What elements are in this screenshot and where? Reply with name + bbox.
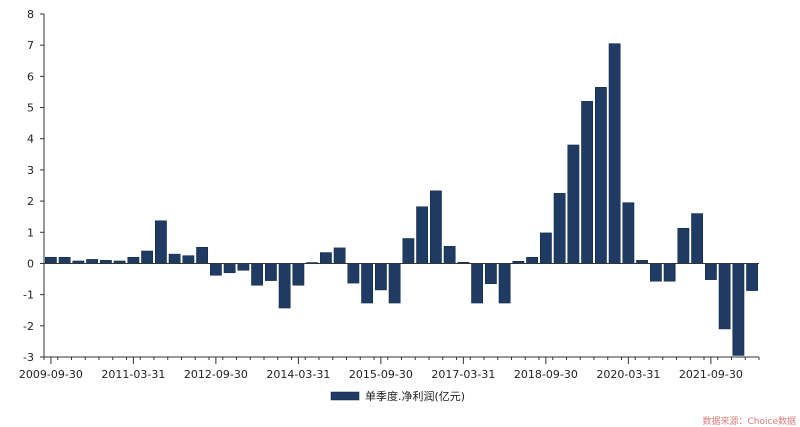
- x-tick-label: 2014-03-31: [266, 368, 330, 381]
- legend-swatch: [330, 391, 360, 401]
- bar-2015-03-31: [347, 263, 360, 284]
- bar-2011-06-30: [141, 250, 154, 264]
- legend-label: 单季度.净利润(亿元): [365, 389, 465, 403]
- bar-2022-03-31: [732, 263, 745, 356]
- bar-2011-09-30: [154, 220, 167, 264]
- bar-2021-06-30: [691, 213, 704, 264]
- bar-2013-03-31: [237, 263, 250, 271]
- x-tick-label: 2009-09-30: [19, 368, 83, 381]
- x-tick-label: 2017-03-31: [431, 368, 495, 381]
- bar-2011-03-31: [127, 256, 140, 264]
- y-tick-label: 3: [27, 164, 34, 177]
- source-label: 数据来源：Choice数据: [703, 415, 796, 427]
- bar-2012-09-30: [209, 263, 222, 276]
- y-tick-label: 0: [27, 257, 34, 270]
- x-tick-label: 2021-09-30: [679, 368, 743, 381]
- y-tick-label: 7: [27, 39, 34, 52]
- y-tick-label: -1: [23, 289, 34, 302]
- x-tick-label: 2018-09-30: [514, 368, 578, 381]
- bar-2017-09-30: [484, 263, 497, 284]
- bar-2021-12-31: [718, 263, 731, 330]
- bar-2021-09-30: [704, 263, 717, 280]
- bar-2009-09-30: [44, 256, 57, 264]
- x-tick-label: 2011-03-31: [101, 368, 165, 381]
- bar-2019-06-30: [581, 101, 594, 264]
- bar-2016-09-30: [429, 190, 442, 264]
- bar-2012-12-31: [223, 263, 236, 274]
- bar-2012-06-30: [196, 246, 209, 264]
- bar-2018-06-30: [526, 256, 539, 264]
- bar-2010-06-30: [86, 259, 99, 264]
- y-tick-label: 8: [27, 8, 34, 21]
- legend: 单季度.净利润(亿元): [330, 389, 465, 403]
- bar-2015-06-30: [361, 263, 374, 304]
- y-axis-ticks: -3 -2 -1 0 1 2 3 4 5 6 7 8: [23, 8, 44, 364]
- bar-2018-12-31: [553, 193, 566, 264]
- bar-2018-09-30: [539, 232, 552, 264]
- y-tick-label: 5: [27, 102, 34, 115]
- bar-2013-09-30: [264, 263, 277, 281]
- bar-2019-12-31: [608, 43, 621, 264]
- bar-2014-09-30: [319, 252, 332, 264]
- x-tick-label: 2015-09-30: [349, 368, 413, 381]
- x-tick-label: 2012-09-30: [184, 368, 248, 381]
- bar-2016-03-31: [402, 238, 415, 264]
- bar-2013-06-30: [251, 263, 264, 286]
- bar-2015-12-31: [388, 263, 401, 304]
- bar-2019-09-30: [594, 87, 607, 264]
- bar-2022-06-30: [746, 263, 759, 291]
- y-tick-label: 6: [27, 70, 34, 83]
- bar-2020-03-31: [622, 202, 635, 264]
- y-tick-label: -2: [23, 320, 34, 333]
- bar-2012-03-31: [182, 255, 195, 264]
- bar-2016-12-31: [443, 246, 456, 264]
- y-tick-label: 2: [27, 195, 34, 208]
- x-tick-label: 2020-03-31: [596, 368, 660, 381]
- bar-2019-03-31: [567, 144, 580, 264]
- bar-2017-06-30: [471, 263, 484, 304]
- bar-2021-03-31: [677, 227, 690, 264]
- y-tick-label: -3: [23, 351, 34, 364]
- bars: [44, 43, 759, 356]
- bar-2016-06-30: [416, 206, 429, 264]
- y-tick-label: 1: [27, 226, 34, 239]
- bar-2013-12-31: [278, 263, 291, 309]
- bar-2020-12-31: [663, 263, 676, 282]
- bar-2014-03-31: [292, 263, 305, 286]
- bar-2014-12-31: [333, 247, 346, 264]
- bar-2020-09-30: [649, 263, 662, 282]
- bar-2017-12-31: [498, 263, 511, 304]
- y-tick-label: 4: [27, 133, 34, 146]
- bar-2015-09-30: [374, 263, 387, 291]
- bar-2009-12-31: [58, 256, 71, 264]
- x-axis-ticks: 2009-09-30 2011-03-31 2012-09-30 2014-03-31…: [19, 357, 760, 381]
- bar-2011-12-31: [168, 253, 181, 264]
